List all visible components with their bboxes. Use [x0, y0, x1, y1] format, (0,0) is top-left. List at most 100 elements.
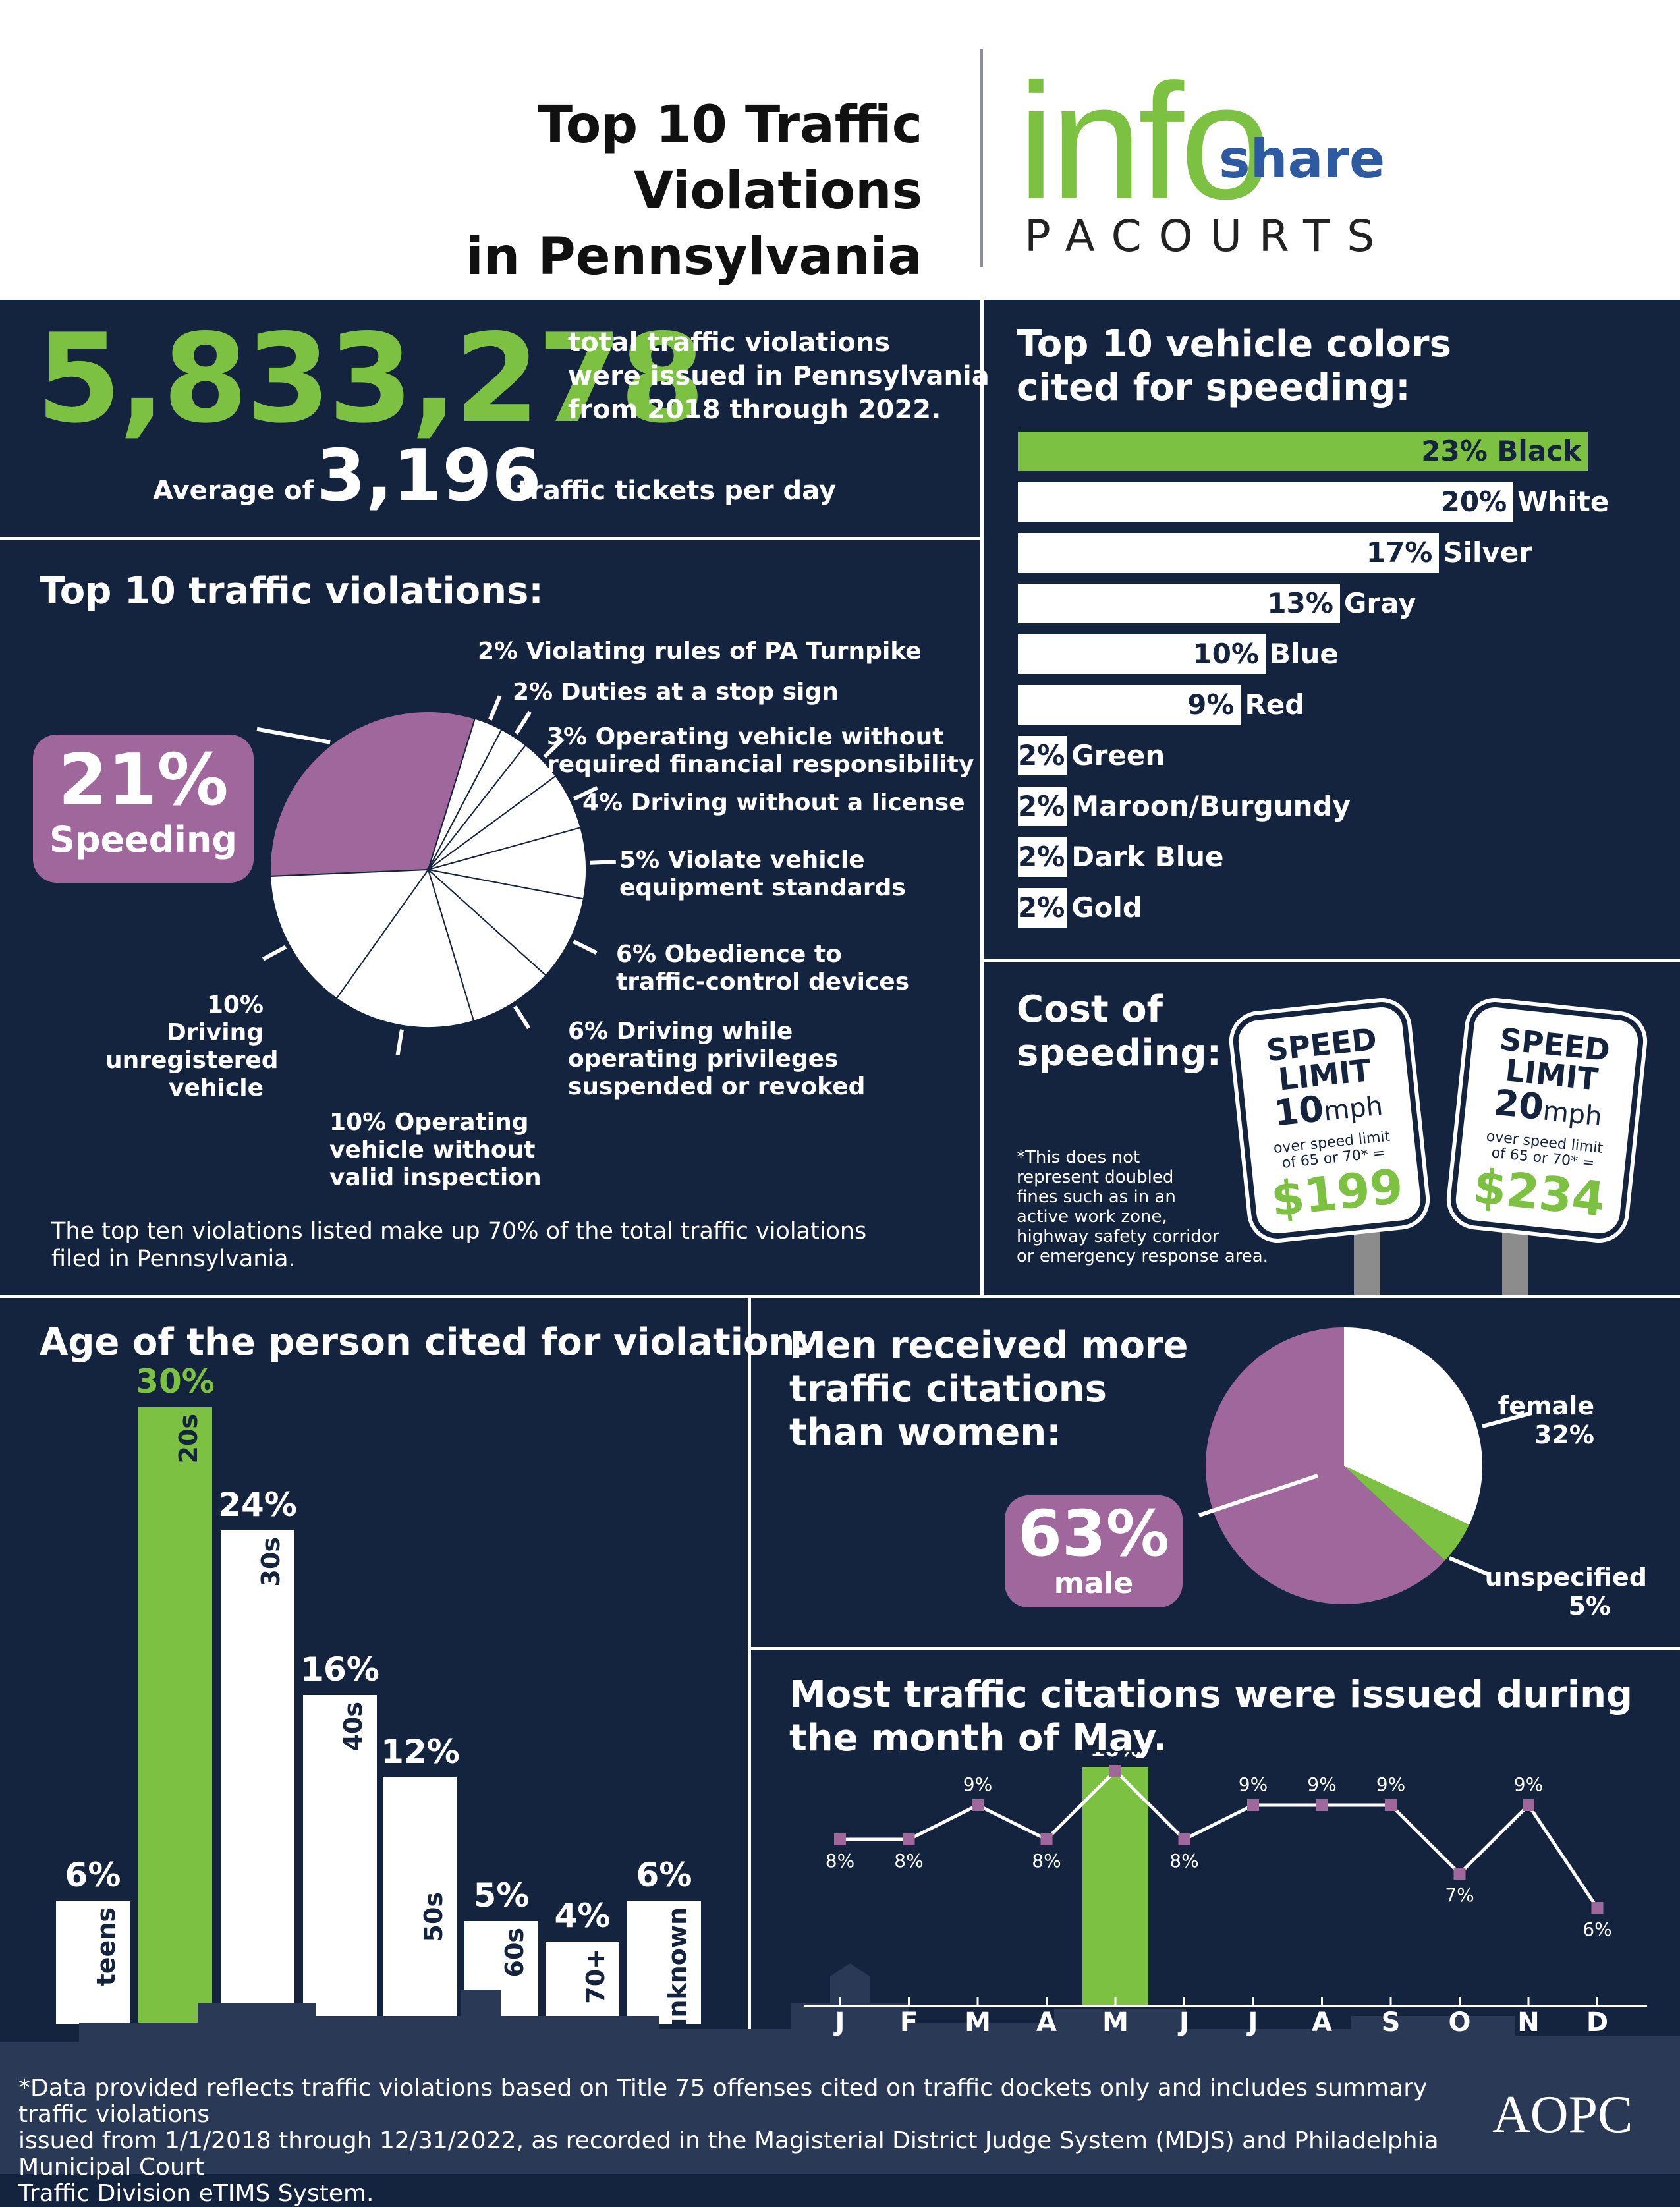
color-bar-label: Maroon/Burgundy	[1071, 790, 1351, 822]
age-bar-value: 24%	[218, 1486, 297, 1524]
monthly-point	[834, 1833, 846, 1845]
page-title: Top 10 Traffic Violations in Pennsylvani…	[466, 96, 922, 287]
pie-leader-line	[573, 939, 598, 955]
age-bar-label: 50s	[419, 1892, 448, 1942]
monthly-point	[972, 1799, 984, 1811]
pie-leader-line	[395, 1029, 404, 1055]
monthly-point	[1385, 1799, 1397, 1811]
violation-label: 3% Operating vehicle without required fi…	[547, 723, 974, 778]
age-bar-value: 16%	[300, 1650, 379, 1689]
age-bar-value: 6%	[65, 1855, 121, 1894]
pie-leader-line	[262, 945, 287, 961]
male-callout: 63% male	[1005, 1495, 1183, 1607]
total-violations-text: total traffic violations were issued in …	[568, 327, 990, 425]
color-bar-white	[1018, 482, 1514, 522]
monthly-point	[1591, 1902, 1604, 1914]
sign-pole	[1354, 1219, 1380, 1295]
color-bar-value: 13%	[1267, 587, 1333, 619]
age-bar-20s	[138, 1407, 212, 2024]
color-bar-label: Dark Blue	[1071, 841, 1224, 873]
age-bar-value: 30%	[136, 1362, 215, 1401]
avg-number: 3,196	[316, 435, 542, 517]
monthly-point	[1316, 1799, 1328, 1811]
monthly-point	[1178, 1833, 1190, 1845]
violations-pie-chart	[256, 695, 616, 1055]
monthly-value-label: 9%	[963, 1774, 992, 1795]
colors-title: Top 10 vehicle colors cited for speeding…	[1017, 323, 1451, 409]
unspecified-label: unspecified 5%	[1484, 1563, 1647, 1621]
logo-share: share	[1219, 128, 1386, 190]
pie-leader-line	[513, 1005, 531, 1030]
monthly-value-label: 8%	[1169, 1850, 1198, 1872]
age-bar-value: 6%	[636, 1855, 692, 1894]
pie-leader-line	[543, 737, 565, 758]
violation-label: 6% Obedience to traffic-control devices	[616, 941, 910, 995]
header-divider	[980, 49, 983, 267]
violation-label: 5% Violate vehicle equipment standards	[619, 847, 906, 901]
age-bar-30s	[221, 1530, 294, 2024]
monthly-value-label: 9%	[1376, 1774, 1405, 1795]
header: Top 10 Traffic Violations in Pennsylvani…	[0, 0, 1680, 300]
color-bar-black	[1018, 432, 1588, 471]
speeding-label: Speeding	[49, 819, 238, 860]
month-label: M	[1102, 2007, 1129, 2036]
violations-note: The top ten violations listed make up 70…	[51, 1218, 867, 1272]
violations-title: Top 10 traffic violations:	[40, 570, 544, 613]
month-label: O	[1448, 2007, 1470, 2036]
pie-slice-operating-vehicle-without-valid-inspection	[335, 868, 475, 1028]
monthly-value-label: 8%	[826, 1850, 854, 1872]
monthly-value-label: 10%	[1090, 1752, 1141, 1762]
gender-pie-chart	[1198, 1327, 1532, 1604]
month-label: F	[900, 2007, 918, 2036]
month-label: J	[1246, 2007, 1258, 2036]
pie-slice-violate-vehicle-equipment-standards	[428, 826, 587, 900]
color-bar-value: 2%	[1018, 891, 1065, 924]
monthly-point	[903, 1833, 915, 1845]
monthly-value-label: 8%	[894, 1850, 923, 1872]
male-label: male	[1053, 1567, 1134, 1600]
gender-slice-female	[1344, 1327, 1482, 1525]
divider-gender	[751, 1647, 1680, 1650]
month-label: M	[965, 2007, 991, 2036]
color-bar-dark-blue	[1018, 837, 1068, 877]
may-highlight-bar	[1082, 1767, 1148, 2006]
violation-label: 4% Driving without a license	[582, 789, 965, 816]
violation-label: 6% Driving while operating privileges su…	[568, 1018, 866, 1100]
logo-info: info	[1018, 49, 1272, 233]
color-bar-label: Silver	[1443, 536, 1532, 569]
month-label: A	[1036, 2007, 1057, 2036]
age-bar-value: 12%	[381, 1732, 460, 1771]
pie-leader-line	[488, 695, 502, 721]
violation-label: 2% Violating rules of PA Turnpike	[478, 638, 922, 665]
monthly-value-label: 8%	[1032, 1850, 1061, 1872]
female-label: female 32%	[1498, 1391, 1594, 1449]
monthly-point	[1247, 1799, 1259, 1811]
divider-vertical-bottom	[748, 1298, 751, 2036]
leader-unspecified	[1448, 1556, 1490, 1577]
monthly-point	[1453, 1868, 1466, 1880]
pie-slice-obedience-to-traffic-control-devices	[426, 868, 585, 976]
divider-totals	[0, 537, 980, 540]
age-title: Age of the person cited for violation:	[40, 1321, 810, 1364]
color-bar-value: 20%	[1440, 486, 1507, 518]
speeding-callout: 21% Speeding	[33, 735, 254, 883]
month-label: N	[1517, 2007, 1539, 2036]
color-bar-label: Blue	[1270, 638, 1339, 670]
monthly-point	[1109, 1765, 1121, 1777]
month-label: J	[833, 2007, 845, 2036]
color-bar-gold	[1018, 888, 1068, 928]
gender-title: Men received more traffic citations than…	[789, 1324, 1189, 1454]
month-label: D	[1586, 2007, 1608, 2036]
color-bar-red	[1018, 685, 1241, 725]
monthly-point	[1523, 1799, 1534, 1811]
color-bar-label: Green	[1071, 739, 1165, 771]
divider-vertical-top	[980, 300, 984, 1298]
month-label: A	[1312, 2007, 1332, 2036]
speed-sign-10mph: SPEED LIMIT 10mph over speed limit of 65…	[1230, 999, 1429, 1241]
color-bar-value: 23% Black	[1421, 435, 1581, 467]
age-bar-label: 20s	[174, 1414, 203, 1464]
pie-leader-line	[573, 786, 598, 801]
monthly-value-label: 9%	[1514, 1774, 1543, 1795]
color-bar-value: 2%	[1018, 790, 1065, 822]
speed-sign-20mph: SPEED LIMIT 20mph over speed limit of 65…	[1447, 999, 1646, 1241]
